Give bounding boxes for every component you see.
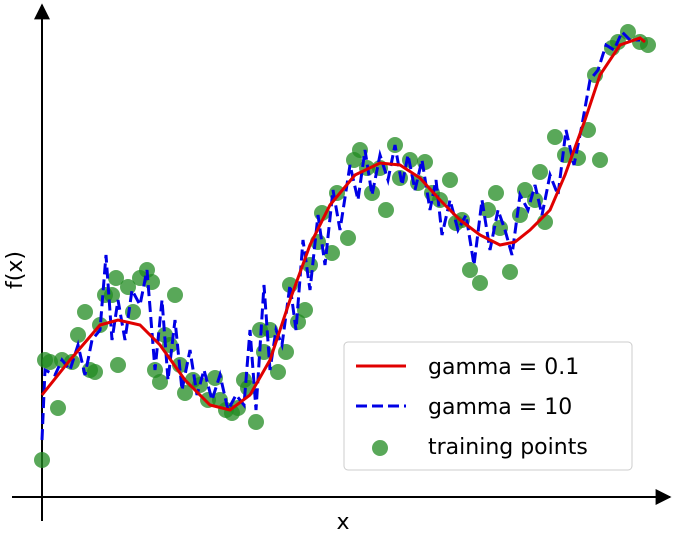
scatter-point [472,275,488,291]
legend-marker [372,440,388,456]
scatter-point [512,207,528,223]
scatter-point [87,364,103,380]
scatter-point [378,202,394,218]
line-series [40,29,640,441]
scatter-point [442,172,458,188]
legend-label: gamma = 0.1 [428,355,579,380]
scatter-point [270,364,286,380]
scatter-point [340,230,356,246]
scatter-point [167,287,183,303]
line-series [40,36,646,412]
scatter-point [592,152,608,168]
scatter-point [77,304,93,320]
scatter-point [42,354,58,370]
scatter-point [547,129,563,145]
scatter-point [488,185,504,201]
legend-label: training points [428,435,588,460]
scatter-point [152,374,168,390]
y-axis-label: f(x) [3,251,28,289]
legend-label: gamma = 10 [428,395,572,420]
scatter-point [50,400,66,416]
scatter-point [278,344,294,360]
plot-area [34,24,656,468]
x-axis-label: x [336,510,349,535]
scatter-point [532,164,548,180]
legend: gamma = 0.1 gamma = 10 training points [343,341,633,471]
scatter-point [502,264,518,280]
scatter-point [108,270,124,286]
scatter-point [248,414,264,430]
scatter-point [34,452,50,468]
scatter-point [120,279,136,295]
scatter-point [297,302,313,318]
legend-box [343,341,633,471]
scatter-point [110,357,126,373]
scatter-point [177,385,193,401]
scatter-point [352,142,368,158]
scatter-point [70,327,86,343]
scatter-point [462,262,478,278]
